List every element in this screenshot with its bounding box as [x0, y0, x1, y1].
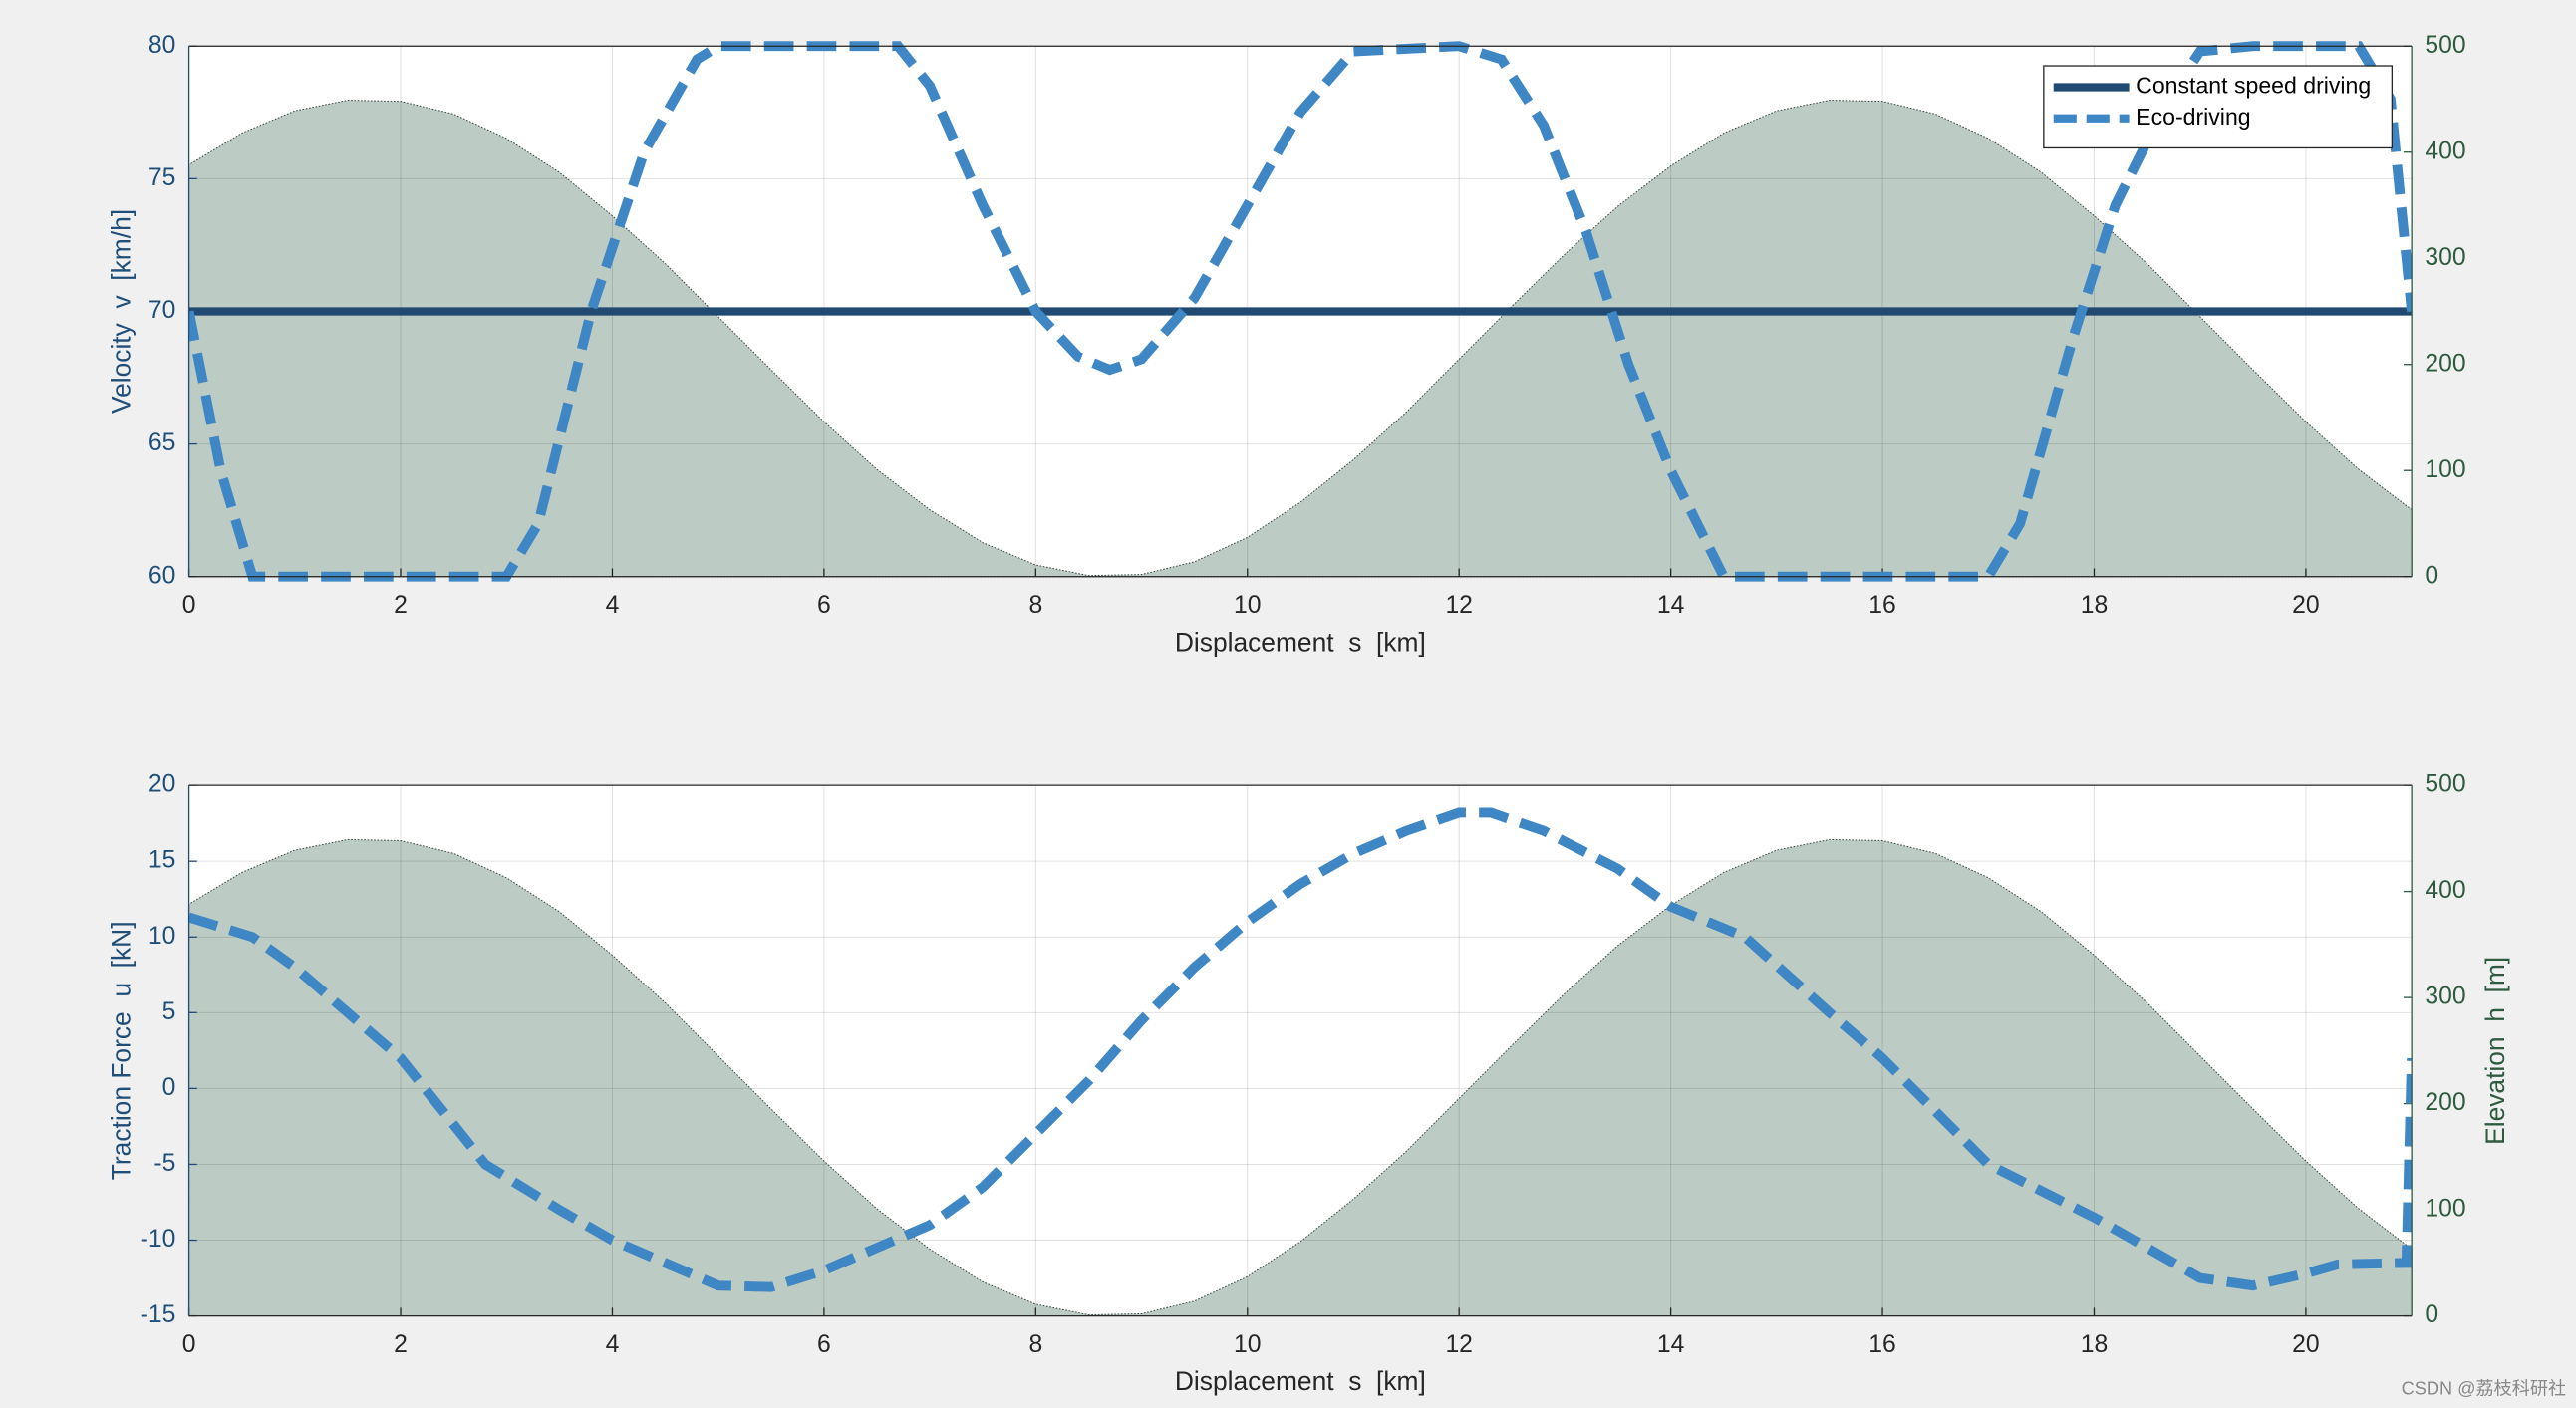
x-tick-label: 20: [2292, 592, 2320, 619]
x-tick-label: 14: [1657, 1331, 1685, 1358]
y-tick-label: 10: [148, 923, 176, 950]
x-tick-label: 14: [1657, 592, 1685, 619]
watermark: CSDN @荔枝科研社: [2402, 1379, 2566, 1399]
y-tick-label: -15: [141, 1301, 176, 1328]
series-group: [188, 807, 2413, 1292]
x-tick-label: 4: [606, 592, 620, 619]
legend-box: [2043, 65, 2394, 149]
y2-tick-label: 0: [2425, 1301, 2438, 1328]
x-tick-label: 18: [2081, 592, 2109, 619]
legend-label: Eco-driving: [2136, 104, 2250, 130]
x-tick-label: 16: [1868, 592, 1896, 619]
y-tick-label: 60: [148, 562, 176, 589]
x-tick-label: 0: [182, 1331, 196, 1358]
y-tick-label: 5: [162, 998, 176, 1025]
x-tick-label: 4: [606, 1331, 620, 1358]
elevation-area: [188, 838, 2413, 1317]
y-tick-label: 80: [148, 32, 176, 59]
x-tick-label: 8: [1028, 592, 1042, 619]
y2-tick-label: 300: [2425, 244, 2465, 271]
y2-tick-label: 200: [2425, 1089, 2465, 1116]
eco-line: [188, 41, 2413, 582]
y2-tick-label: 200: [2425, 350, 2465, 377]
x-tick-label: 8: [1028, 1331, 1042, 1358]
x-tick-label: 10: [1234, 592, 1262, 619]
y-tick-label: 0: [162, 1074, 176, 1101]
x-tick-label: 12: [1445, 1331, 1473, 1358]
x-axis-label: Displacement s [km]: [1175, 627, 1426, 657]
x-tick-label: 10: [1234, 1331, 1262, 1358]
y2-tick-label: 0: [2425, 562, 2438, 589]
eco-line: [188, 807, 2413, 1292]
y2-tick-label: 300: [2425, 984, 2465, 1010]
y-tick-label: 70: [148, 297, 176, 324]
y-tick-label: 15: [148, 847, 176, 874]
x-tick-label: 2: [394, 592, 408, 619]
x-tick-label: 12: [1445, 592, 1473, 619]
x-tick-label: 2: [394, 1331, 408, 1358]
y2-tick-label: 500: [2425, 771, 2465, 798]
x-tick-label: 6: [817, 1331, 831, 1358]
x-tick-label: 18: [2081, 1331, 2109, 1358]
y2-tick-label: 100: [2425, 456, 2465, 483]
elevation-area: [188, 100, 2413, 578]
x-axis-label: Displacement s [km]: [1175, 1366, 1426, 1396]
y-tick-label: 65: [148, 429, 176, 456]
y-axis-label: Traction Force u [kN]: [107, 921, 137, 1180]
y-tick-label: 20: [148, 771, 176, 798]
y-tick-label: 75: [148, 164, 176, 191]
x-tick-label: 16: [1868, 1331, 1896, 1358]
x-tick-label: 20: [2292, 1331, 2320, 1358]
y-tick-label: -10: [141, 1226, 176, 1253]
y-tick-label: -5: [153, 1150, 175, 1177]
x-tick-label: 6: [817, 592, 831, 619]
series-group: [188, 41, 2413, 582]
y2-axis-label: Elevation h [m]: [2480, 957, 2510, 1145]
y2-tick-label: 100: [2425, 1196, 2465, 1223]
legend-label: Constant speed driving: [2136, 73, 2371, 99]
y2-tick-label: 500: [2425, 32, 2465, 59]
y2-tick-label: 400: [2425, 138, 2465, 164]
y2-tick-label: 400: [2425, 877, 2465, 904]
x-tick-label: 0: [182, 592, 196, 619]
y-axis-label: Velocity v [km/h]: [107, 209, 137, 414]
